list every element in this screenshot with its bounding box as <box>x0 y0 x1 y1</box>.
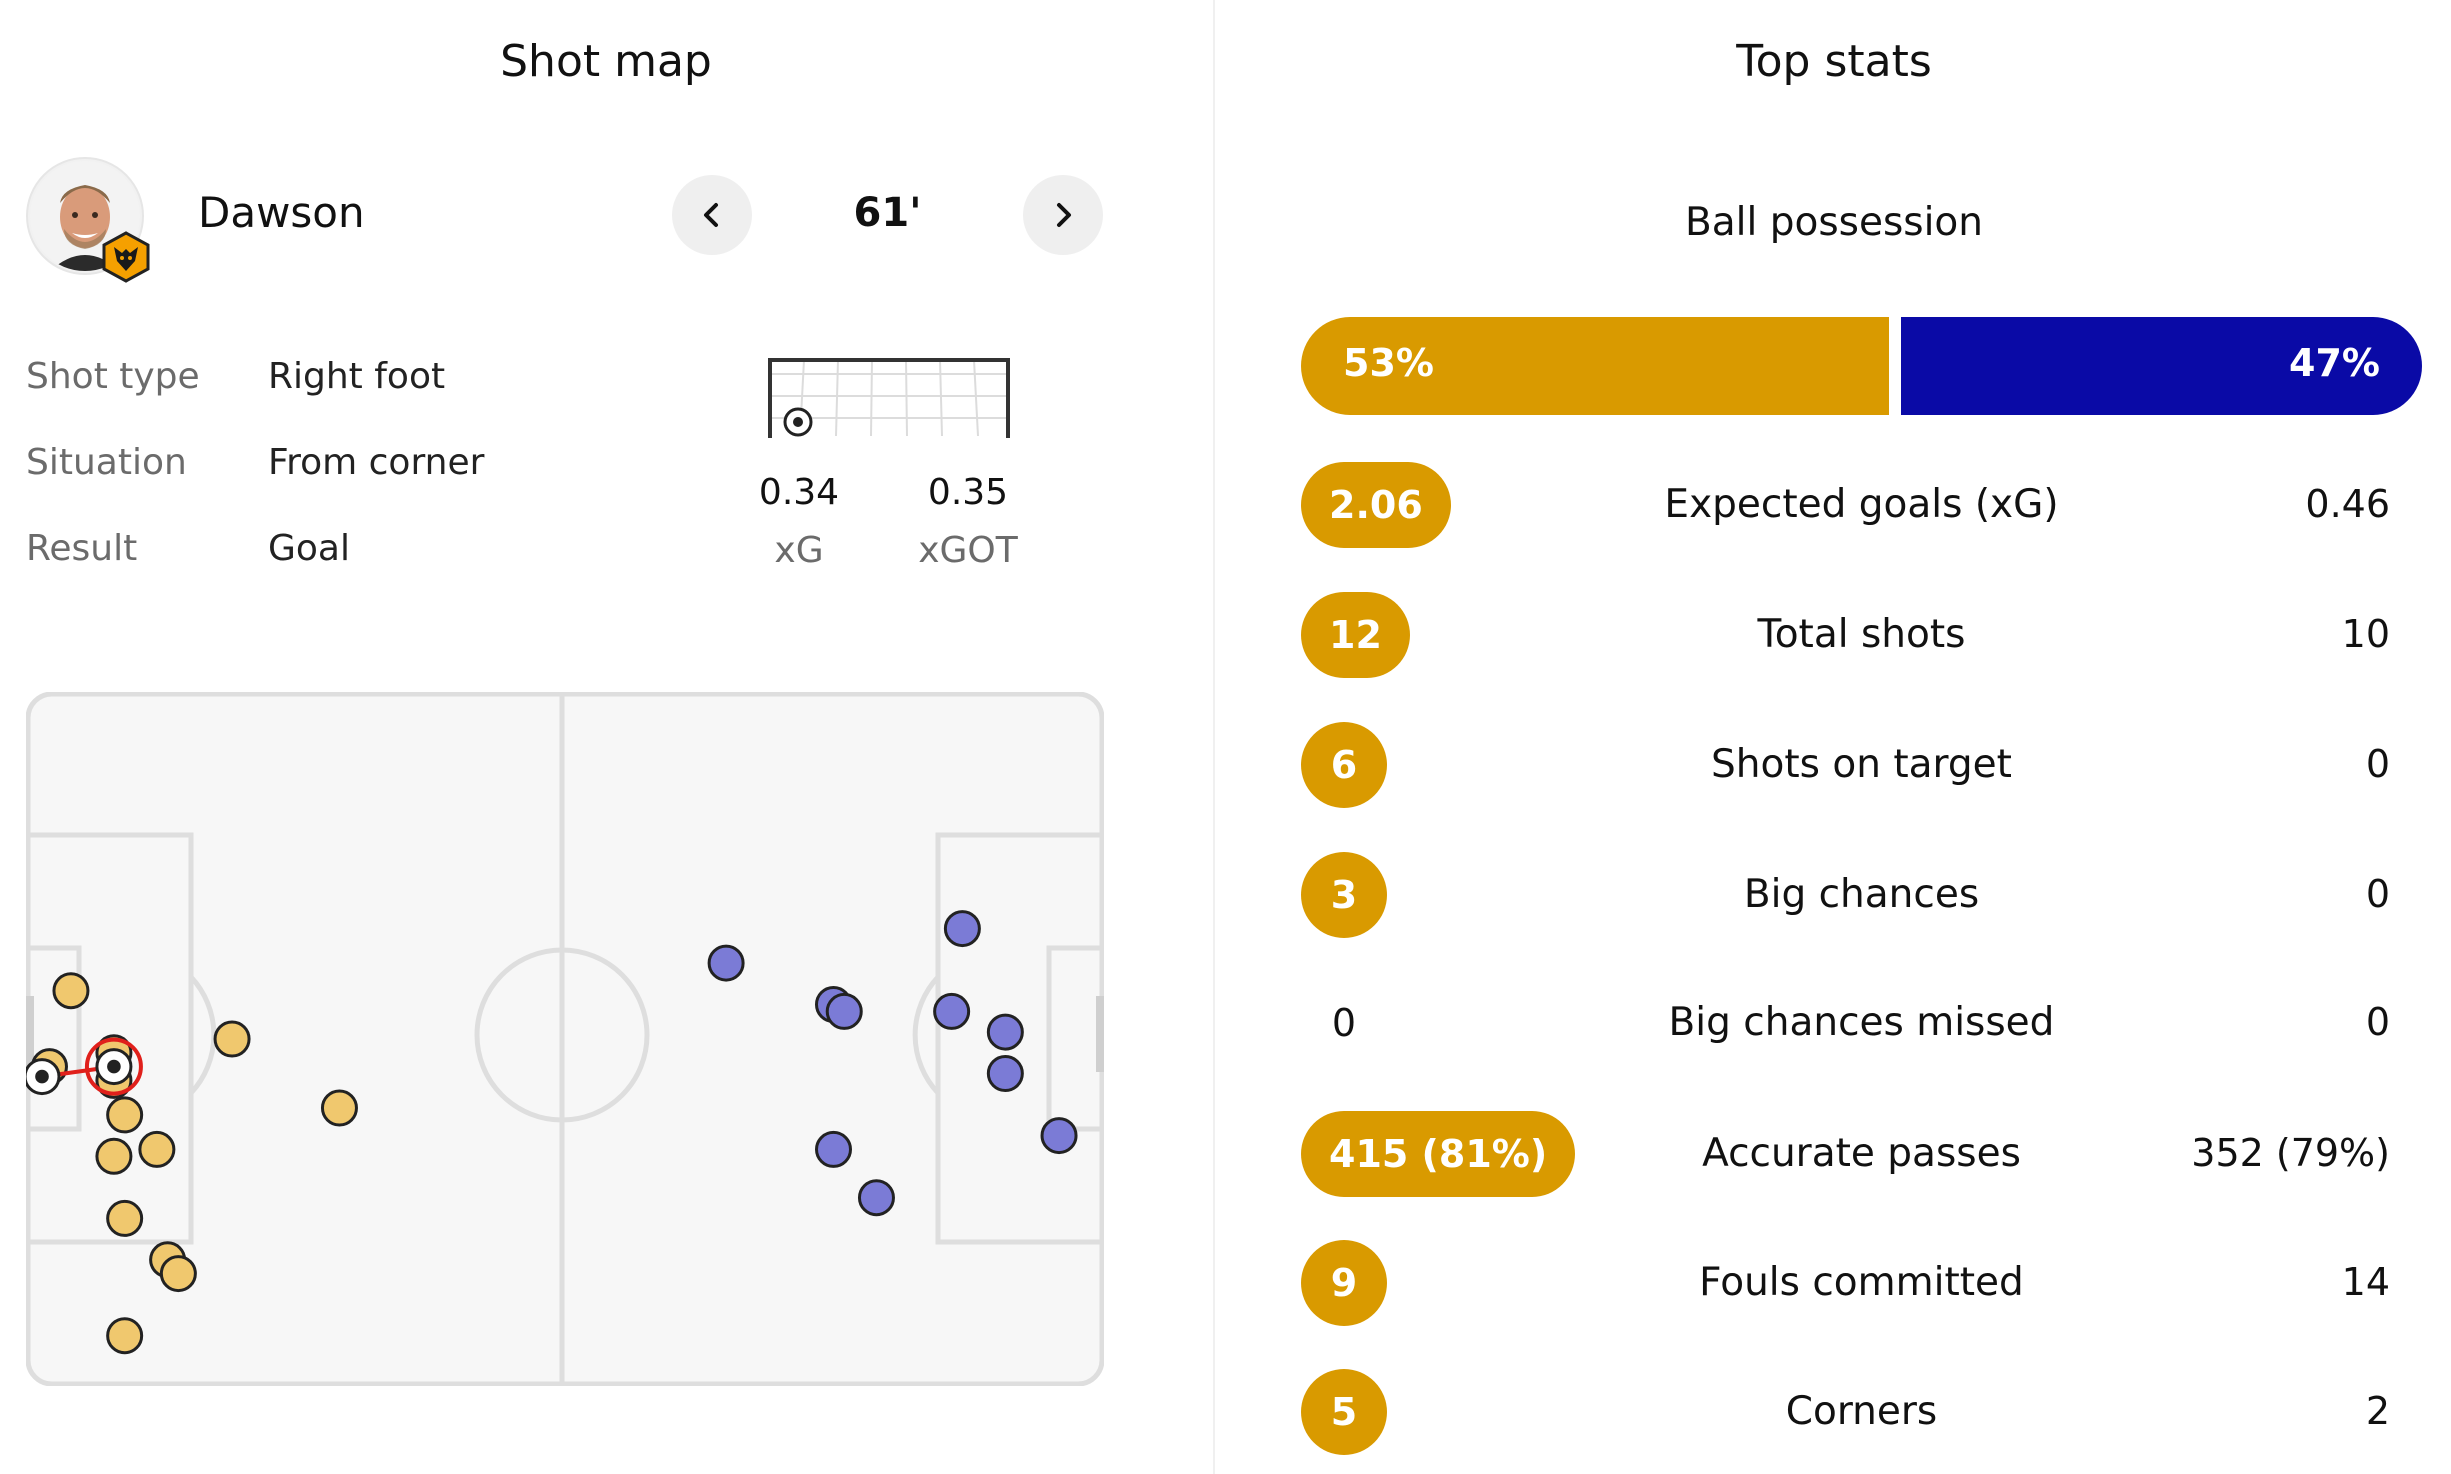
next-shot-button[interactable] <box>1023 175 1103 255</box>
possession-home-fill <box>1301 317 1889 415</box>
xgot-value: 0.35 <box>927 472 1009 513</box>
xg-label: xG <box>774 530 824 571</box>
stat-name: Total shots <box>1757 612 1966 657</box>
selected-shot-ball-icon[interactable] <box>95 1048 133 1086</box>
stat-name: Big chances missed <box>1668 1000 2055 1045</box>
stat-home-value: 0 <box>1331 1001 1357 1045</box>
selected-shot-ring <box>84 1037 143 1096</box>
chevron-left-icon <box>704 203 718 227</box>
home-shot-marker[interactable] <box>159 1255 197 1293</box>
goal-frame-icon <box>768 358 1010 438</box>
home-shot-marker[interactable] <box>106 1317 144 1355</box>
stat-away-value: 0 <box>2365 1000 2390 1044</box>
stat-away-value: 10 <box>2341 612 2390 656</box>
stat-away-value: 14 <box>2341 1260 2390 1304</box>
xg-value: 0.34 <box>758 472 840 513</box>
result-value: Goal <box>268 528 350 569</box>
stat-name: Fouls committed <box>1699 1260 2024 1305</box>
home-shot-marker[interactable] <box>95 1137 133 1175</box>
chevron-right-icon <box>1057 203 1071 227</box>
away-shot-marker[interactable] <box>933 992 971 1030</box>
possession-bar: 53% 47% <box>1301 317 2422 415</box>
stat-row-fouls-committed: 9 Fouls committed 14 <box>1301 1240 2422 1326</box>
stat-name: Accurate passes <box>1702 1131 2021 1176</box>
situation-value: From corner <box>268 442 485 483</box>
stat-name: Corners <box>1785 1389 1938 1434</box>
possession-away-fill <box>1901 317 2422 415</box>
top-stats-panel: Top stats Ball possession 53% 47% 2.06 E… <box>1213 0 2451 1474</box>
stat-name: Big chances <box>1743 872 1980 917</box>
stat-row-xg: 2.06 Expected goals (xG) 0.46 <box>1301 462 2422 548</box>
away-shot-marker[interactable] <box>825 992 863 1030</box>
stat-home-value: 3 <box>1301 852 1387 938</box>
top-stats-title: Top stats <box>1736 36 1932 87</box>
away-shot-marker[interactable] <box>943 910 981 948</box>
shot-type-label: Shot type <box>26 356 200 397</box>
stat-away-value: 2 <box>2365 1389 2390 1433</box>
possession-label: Ball possession <box>1684 200 1984 245</box>
stat-row-accurate-passes: 415 (81%) Accurate passes 352 (79%) <box>1301 1111 2422 1197</box>
previous-shot-button[interactable] <box>672 175 752 255</box>
stat-row-big-chances: 3 Big chances 0 <box>1301 852 2422 938</box>
stat-home-value: 6 <box>1301 722 1387 808</box>
goal-ball-icon <box>783 407 813 437</box>
possession-home-value: 53% <box>1343 341 1434 385</box>
stat-row-total-shots: 12 Total shots 10 <box>1301 592 2422 678</box>
stat-name: Expected goals (xG) <box>1664 482 2059 527</box>
stat-home-value: 12 <box>1301 592 1410 678</box>
away-shot-marker[interactable] <box>707 944 745 982</box>
away-shot-marker[interactable] <box>1040 1117 1078 1155</box>
shot-map-title: Shot map <box>500 36 712 87</box>
possession-away-value: 47% <box>2289 341 2380 385</box>
shot-type-value: Right foot <box>268 356 446 397</box>
shot-map-panel: Shot map Dawson 61' <box>0 0 1212 1474</box>
home-shot-marker[interactable] <box>106 1096 144 1134</box>
away-shot-marker[interactable] <box>857 1179 895 1217</box>
stat-row-corners: 5 Corners 2 <box>1301 1369 2422 1455</box>
wolves-badge-icon <box>102 231 150 283</box>
home-shot-marker[interactable] <box>320 1089 358 1127</box>
stat-away-value: 0.46 <box>2305 482 2390 526</box>
result-label: Result <box>26 528 138 569</box>
stat-away-value: 0 <box>2365 742 2390 786</box>
stat-home-value: 5 <box>1301 1369 1387 1455</box>
home-shot-marker[interactable] <box>138 1130 176 1168</box>
shot-minute: 61' <box>853 190 922 236</box>
away-shot-marker[interactable] <box>986 1055 1024 1092</box>
home-shot-marker[interactable] <box>106 1199 144 1237</box>
stat-home-value: 415 (81%) <box>1301 1111 1576 1197</box>
goal-end-ball-icon[interactable] <box>26 1058 61 1096</box>
stat-home-value: 9 <box>1301 1240 1387 1326</box>
situation-label: Situation <box>26 442 187 483</box>
pitch-diagram <box>26 692 1104 1386</box>
home-shot-marker[interactable] <box>52 972 90 1010</box>
home-shot-marker[interactable] <box>213 1020 251 1058</box>
stat-away-value: 0 <box>2365 872 2390 916</box>
stat-row-shots-on-target: 6 Shots on target 0 <box>1301 722 2422 808</box>
away-shot-marker[interactable] <box>986 1013 1024 1051</box>
player-avatar[interactable] <box>26 157 150 283</box>
stat-name: Shots on target <box>1711 742 2012 787</box>
stat-row-big-chances-missed: 0 Big chances missed 0 <box>1301 980 2422 1066</box>
away-shot-marker[interactable] <box>815 1130 852 1168</box>
xgot-label: xGOT <box>918 530 1018 571</box>
stat-home-value: 2.06 <box>1301 462 1451 548</box>
player-name[interactable]: Dawson <box>198 188 365 237</box>
stat-away-value: 352 (79%) <box>2191 1131 2390 1175</box>
